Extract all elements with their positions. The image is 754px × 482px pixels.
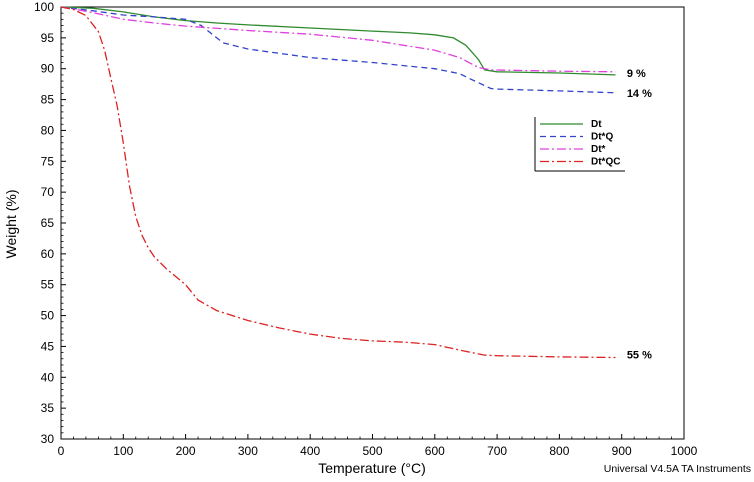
plot-frame bbox=[60, 6, 685, 440]
y-tick-label: 100 bbox=[34, 0, 54, 14]
x-tick-label: 800 bbox=[549, 444, 569, 458]
annotation-label: 55 % bbox=[627, 349, 652, 361]
y-tick-label: 75 bbox=[41, 154, 55, 168]
y-tick-label: 85 bbox=[41, 93, 55, 107]
series-line-dtstar bbox=[60, 6, 616, 73]
y-tick-label: 35 bbox=[41, 401, 55, 415]
y-tick-label: 60 bbox=[41, 247, 55, 261]
x-tick-label: 200 bbox=[176, 444, 196, 458]
axes: 0 100 200 300 400 500 600 700 800 900 1000 30 35 40 45… bbox=[34, 0, 698, 458]
y-tick-label: 90 bbox=[41, 62, 55, 76]
series-line-dtstarq bbox=[60, 6, 616, 94]
x-tick-label: 500 bbox=[362, 444, 382, 458]
annotation-label: 9 % bbox=[627, 68, 646, 80]
y-tick-label: 95 bbox=[41, 31, 55, 45]
series-line-dtstarqc bbox=[60, 6, 616, 359]
y-tick-label: 65 bbox=[41, 216, 55, 230]
y-tick-label: 40 bbox=[41, 370, 55, 384]
y-tick-label: 55 bbox=[41, 278, 55, 292]
y-tick-label: 30 bbox=[41, 432, 55, 446]
x-tick-label: 400 bbox=[300, 444, 320, 458]
legend-label: Dt* bbox=[591, 144, 606, 155]
x-tick-label: 100 bbox=[113, 444, 133, 458]
y-tick-label: 45 bbox=[41, 339, 55, 353]
x-tick-label: 0 bbox=[58, 444, 65, 458]
x-tick-label: 700 bbox=[487, 444, 507, 458]
x-tick-label: 600 bbox=[425, 444, 445, 458]
legend-label: Dt*Q bbox=[591, 132, 613, 143]
y-tick-label: 50 bbox=[41, 309, 55, 323]
series-layer bbox=[60, 6, 616, 359]
legend-label: Dt bbox=[591, 119, 602, 130]
x-tick-label: 300 bbox=[238, 444, 258, 458]
legend-label: Dt*QC bbox=[591, 157, 620, 168]
instrument-footer: Universal V4.5A TA Instruments bbox=[604, 463, 751, 475]
series-line-dt bbox=[60, 6, 616, 76]
x-tick-label: 900 bbox=[612, 444, 632, 458]
annotation-label: 14 % bbox=[627, 88, 652, 100]
annotations: 9 % 14 % 55 % bbox=[627, 68, 652, 361]
x-tick-label: 1000 bbox=[671, 444, 698, 458]
x-axis-title: Temperature (°C) bbox=[318, 460, 426, 476]
y-tick-label: 80 bbox=[41, 123, 55, 137]
legend: Dt Dt*QDt* Dt*QC bbox=[534, 117, 625, 172]
y-tick-label: 70 bbox=[41, 185, 55, 199]
y-axis-title: Weight (%) bbox=[3, 190, 19, 259]
